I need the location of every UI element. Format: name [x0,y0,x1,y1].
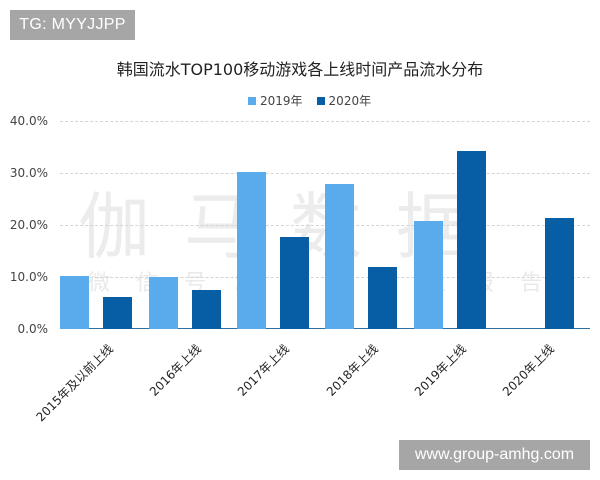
x-tick-label: 2015年及以前上线 [33,341,116,425]
y-tick-label: 20.0% [9,218,48,232]
bar-2019年-1 [148,277,178,329]
bar-2019年-4 [413,220,443,329]
y-tick-label: 0.0% [17,322,49,336]
x-tick-label: 2016年上线 [146,341,204,399]
gridline-10 [60,277,590,278]
y-tick-label: 40.0% [9,114,48,128]
x-tick-label: 2020年上线 [500,341,558,399]
x-axis-line [60,328,590,329]
legend-label-2020: 2020年 [328,94,372,108]
legend-swatch-2020-icon [316,96,325,105]
bar-2020年-5 [544,218,574,329]
chart-title: 韩国流水TOP100移动游戏各上线时间产品流水分布 [116,60,484,79]
y-tick-label: 30.0% [9,166,48,180]
y-tick-label: 10.0% [9,270,48,284]
legend-label-2019: 2019年 [260,94,303,108]
gridline-30 [60,173,590,174]
bar-2020年-0 [103,296,133,329]
bar-2020年-3 [368,267,398,329]
bar-2020年-1 [191,290,221,329]
bar-2019年-0 [60,275,90,329]
url-badge: www.group-amhg.com [399,440,590,470]
bar-2019年-2 [236,171,266,329]
legend-item-2020: 2020年 [316,92,372,109]
bar-2019年-3 [325,183,355,329]
legend-item-2019: 2019年 [248,92,303,109]
gridline-40 [60,121,590,122]
x-tick-label: 2019年上线 [411,341,469,399]
tag-badge: TG: MYYJJPP [10,10,135,40]
x-tick-label: 2017年上线 [235,341,293,399]
plot-area: 0.0% 10.0% 20.0% 30.0% 40.0% [10,114,590,336]
bar-2020年-4 [456,151,486,329]
gridline-20 [60,225,590,226]
chart-legend: 2019年 2020年 [248,92,371,109]
bar-2020年-2 [279,236,309,329]
legend-swatch-2019-icon [248,96,256,105]
x-tick-label: 2018年上线 [323,341,381,399]
